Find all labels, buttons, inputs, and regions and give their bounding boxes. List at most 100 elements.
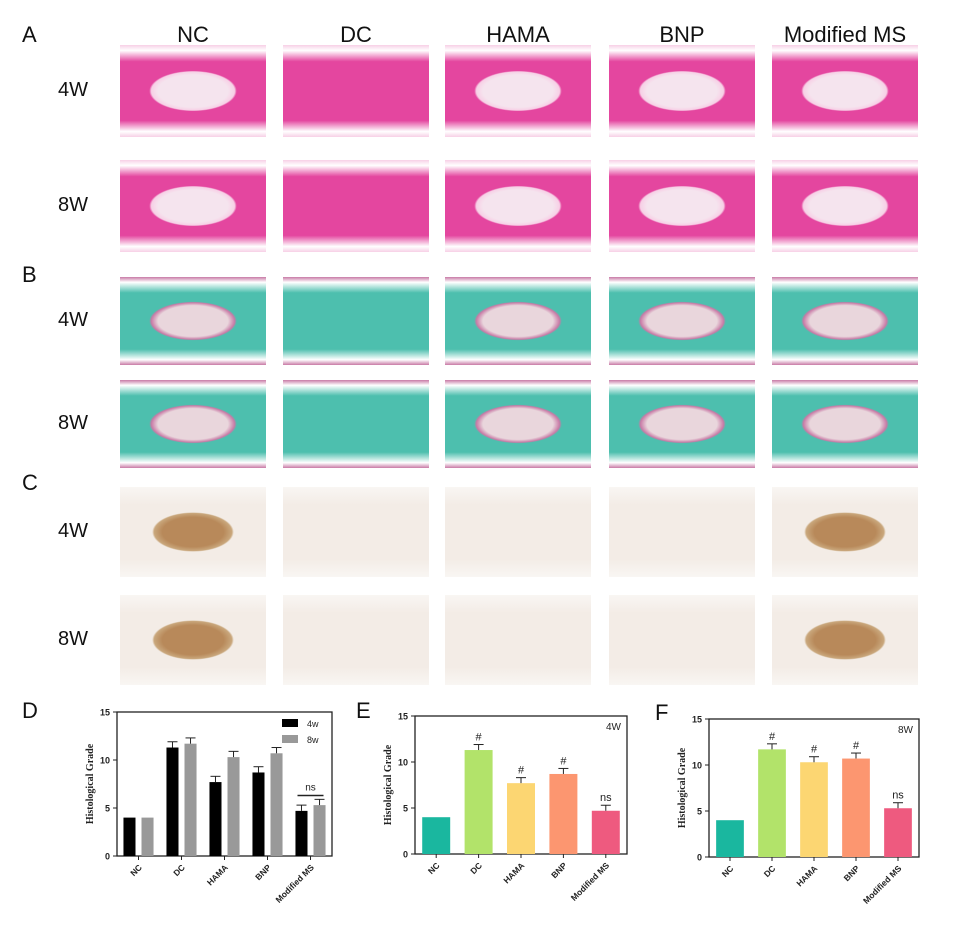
histology-image-b <box>283 380 429 468</box>
y-axis-label: Histological Grade <box>383 744 394 825</box>
column-header: DC <box>340 22 372 47</box>
y-axis-label: Histological Grade <box>85 743 96 824</box>
y-tick-label: 5 <box>403 804 408 814</box>
row-label: 8W <box>58 194 88 216</box>
x-tick-label: Modified MS <box>273 862 316 905</box>
histology-image-c <box>445 487 591 577</box>
histology-image-c <box>120 487 266 577</box>
x-tick-label: HAMA <box>794 863 819 888</box>
x-tick-label: NC <box>426 860 442 876</box>
bar-8w <box>270 753 283 856</box>
significance-mark: # <box>811 744 818 756</box>
histology-image-a <box>609 160 755 252</box>
histology-image-a <box>445 45 591 137</box>
row-label: 4W <box>58 309 88 331</box>
y-tick-label: 0 <box>697 853 702 863</box>
bar <box>507 783 535 854</box>
histology-image-c <box>283 595 429 685</box>
histology-image-c <box>283 487 429 577</box>
bar <box>842 758 870 857</box>
legend-label: 4w <box>307 719 319 729</box>
histology-image-a <box>772 160 918 252</box>
histology-image-a <box>120 160 266 252</box>
legend-swatch <box>282 735 298 743</box>
panel-label-d: D <box>22 698 38 723</box>
bar <box>884 808 912 857</box>
y-tick-label: 0 <box>105 852 110 862</box>
bar <box>716 820 744 857</box>
y-tick-label: 10 <box>100 756 110 766</box>
bar-8w <box>184 743 197 856</box>
significance-mark: ns <box>600 792 612 804</box>
x-tick-label: BNP <box>253 862 273 882</box>
x-tick-label: DC <box>468 860 484 876</box>
column-header: NC <box>177 22 209 47</box>
histology-image-b <box>283 277 429 365</box>
timepoint-label: 8W <box>898 725 914 736</box>
histology-image-b <box>445 277 591 365</box>
histology-image-a <box>120 45 266 137</box>
histology-image-b <box>772 380 918 468</box>
bar-8w <box>141 817 154 856</box>
x-tick-label: DC <box>762 863 778 879</box>
panel-label-e: E <box>356 698 371 723</box>
significance-mark: # <box>518 765 525 777</box>
y-tick-label: 10 <box>398 758 408 768</box>
y-tick-label: 10 <box>692 761 702 771</box>
histology-image-a <box>283 160 429 252</box>
bar-4w <box>123 817 136 856</box>
column-header: HAMA <box>486 22 550 47</box>
bar-8w <box>313 805 326 856</box>
y-tick-label: 15 <box>692 715 702 725</box>
histology-image-c <box>120 595 266 685</box>
bar-4w <box>209 782 222 856</box>
legend-swatch <box>282 719 298 727</box>
histology-image-c <box>445 595 591 685</box>
histology-image-b <box>120 277 266 365</box>
bar-4w <box>295 810 308 856</box>
histology-image-c <box>772 487 918 577</box>
panel-label-a: A <box>22 22 37 47</box>
histology-image-b <box>445 380 591 468</box>
x-tick-label: Modified MS <box>569 860 612 903</box>
row-label: 4W <box>58 79 88 101</box>
row-label: 8W <box>58 628 88 650</box>
column-header: Modified MS <box>783 22 907 47</box>
significance-mark: # <box>476 732 483 744</box>
y-tick-label: 15 <box>100 708 110 718</box>
legend-label: 8w <box>307 735 319 745</box>
x-tick-label: BNP <box>842 863 862 883</box>
significance-mark: # <box>769 731 776 743</box>
y-tick-label: 15 <box>398 712 408 722</box>
x-tick-label: HAMA <box>501 860 526 885</box>
histology-image-b <box>609 380 755 468</box>
histology-image-b <box>609 277 755 365</box>
timepoint-label: 4W <box>606 722 622 733</box>
panel-label-c: C <box>22 470 38 495</box>
x-tick-label: Modified MS <box>861 863 904 906</box>
column-header: BNP <box>659 22 705 47</box>
panel-label-b: B <box>22 262 37 287</box>
bar <box>422 817 451 854</box>
bar <box>549 773 578 854</box>
bar <box>800 762 828 857</box>
bar <box>758 749 786 857</box>
histology-image-a <box>283 45 429 137</box>
histology-image-c <box>772 595 918 685</box>
panel-label-f: F <box>655 700 669 725</box>
significance-mark: # <box>853 740 860 752</box>
bar <box>464 750 493 854</box>
histology-image-c <box>609 487 755 577</box>
significance-mark: # <box>560 755 567 767</box>
histology-image-a <box>445 160 591 252</box>
y-tick-label: 5 <box>697 807 702 817</box>
y-tick-label: 0 <box>403 850 408 860</box>
bar <box>591 810 620 854</box>
x-tick-label: DC <box>171 862 187 878</box>
histology-image-a <box>609 45 755 137</box>
row-label: 8W <box>58 412 88 434</box>
bar-8w <box>227 757 240 856</box>
histology-image-b <box>772 277 918 365</box>
